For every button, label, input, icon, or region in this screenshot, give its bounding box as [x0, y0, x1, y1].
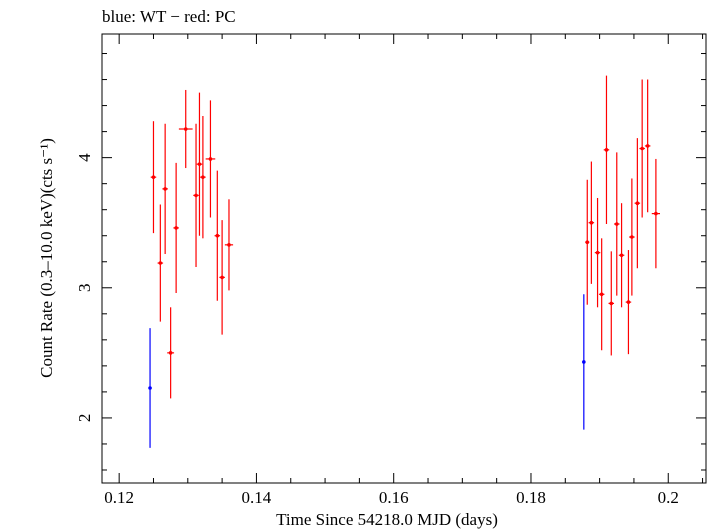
y-tick-label: 3 [75, 284, 94, 293]
data-point [148, 386, 152, 390]
y-axis-label: Count Rate (0.3–10.0 keV)(cts s⁻¹) [37, 138, 56, 378]
data-point [635, 201, 640, 205]
data-point [645, 144, 650, 148]
data-point [654, 211, 658, 216]
data-point [163, 187, 167, 191]
data-point [197, 162, 202, 166]
data-point [604, 148, 609, 152]
data-point [626, 300, 631, 304]
data-point [614, 222, 619, 226]
data-point [582, 360, 586, 364]
x-tick-label: 0.16 [379, 488, 409, 507]
data-point [609, 301, 614, 306]
data-point [174, 226, 178, 230]
x-axis-label: Time Since 54218.0 MJD (days) [276, 510, 498, 529]
plot-frame [101, 33, 707, 484]
data-point [589, 220, 594, 225]
chart-title: blue: WT − red: PC [102, 7, 236, 26]
x-axis: 0.12 0.14 0.16 0.18 0.2 [104, 34, 704, 507]
data-point [220, 275, 224, 280]
data-point [619, 253, 624, 258]
x-tick-label: 0.18 [516, 488, 546, 507]
data-point [208, 157, 213, 161]
y-tick-label: 4 [75, 153, 94, 162]
data-point [585, 240, 590, 245]
y-tick-label: 2 [75, 414, 94, 423]
data-point [640, 146, 644, 151]
data-point [183, 127, 188, 131]
data-point [151, 175, 156, 179]
x-tick-label: 0.12 [104, 488, 134, 507]
data-point [227, 243, 231, 247]
data-point [630, 235, 634, 239]
series-pc [150, 75, 661, 399]
data-point [168, 351, 173, 355]
data-point [201, 175, 205, 179]
x-tick-label: 0.2 [658, 488, 679, 507]
data-point [194, 193, 198, 198]
data-point [215, 233, 220, 238]
data-point [599, 292, 604, 297]
data-point [158, 261, 163, 265]
data-point [595, 250, 600, 255]
y-axis: 2 3 4 [75, 53, 706, 471]
series-wt [148, 294, 586, 448]
x-tick-label: 0.14 [242, 488, 272, 507]
data-series [148, 75, 661, 448]
